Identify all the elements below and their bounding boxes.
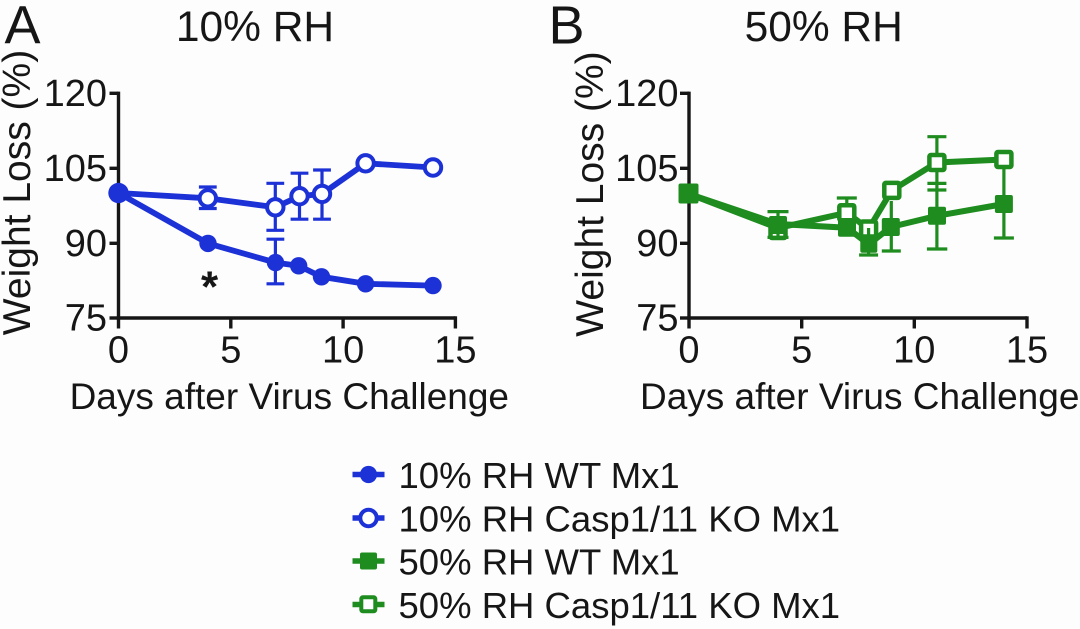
- svg-text:*: *: [201, 263, 219, 312]
- svg-text:90: 90: [636, 223, 678, 265]
- svg-text:Days after Virus Challenge: Days after Virus Challenge: [70, 376, 509, 417]
- svg-text:10% RH WT Mx1: 10% RH WT Mx1: [399, 455, 680, 496]
- svg-text:75: 75: [636, 298, 678, 340]
- svg-text:Weight Loss (%): Weight Loss (%): [0, 50, 39, 335]
- svg-text:120: 120: [44, 73, 107, 115]
- svg-text:50% RH Casp1/11 KO Mx1: 50% RH Casp1/11 KO Mx1: [399, 585, 841, 626]
- svg-text:5: 5: [220, 330, 241, 372]
- svg-text:75: 75: [65, 298, 107, 340]
- svg-text:10% RH Casp1/11 KO Mx1: 10% RH Casp1/11 KO Mx1: [399, 499, 841, 540]
- svg-text:15: 15: [1006, 330, 1048, 372]
- svg-text:50% RH WT Mx1: 50% RH WT Mx1: [399, 542, 680, 583]
- svg-text:105: 105: [615, 148, 678, 190]
- svg-text:90: 90: [65, 223, 107, 265]
- svg-text:A: A: [5, 0, 41, 56]
- svg-text:0: 0: [678, 330, 699, 372]
- svg-text:Weight Loss (%): Weight Loss (%): [569, 51, 612, 336]
- svg-text:120: 120: [615, 73, 678, 115]
- svg-text:10: 10: [322, 330, 364, 372]
- svg-text:15: 15: [434, 330, 476, 372]
- svg-text:Days after Virus Challenge: Days after Virus Challenge: [640, 376, 1079, 417]
- svg-text:10: 10: [893, 330, 935, 372]
- svg-text:10% RH: 10% RH: [176, 4, 334, 51]
- svg-text:B: B: [549, 0, 585, 56]
- svg-text:5: 5: [791, 330, 812, 372]
- svg-text:0: 0: [108, 330, 129, 372]
- svg-text:50% RH: 50% RH: [745, 4, 903, 51]
- svg-text:105: 105: [44, 148, 107, 190]
